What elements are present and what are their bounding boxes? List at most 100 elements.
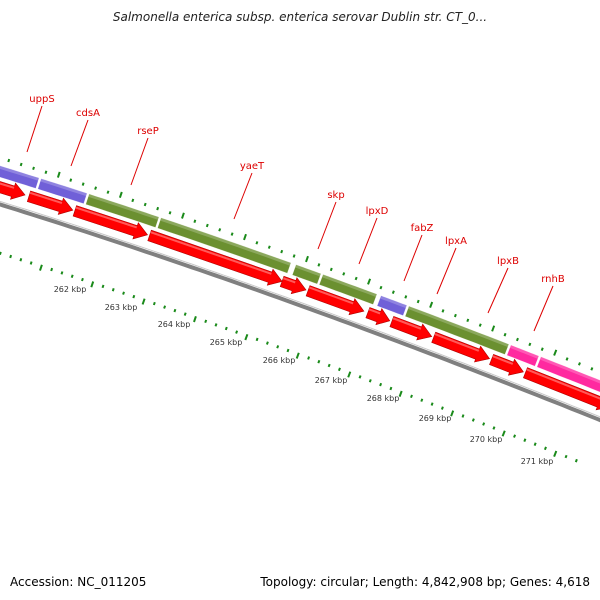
- scale-label-layer: 262 kbp 263 kbp 264 kbp 265 kbp 266 kbp 267 k…: [54, 285, 554, 466]
- scale-major-tick: [90, 281, 95, 288]
- scale-minor-tick: [0, 251, 2, 256]
- scale-major-tick: [347, 371, 352, 378]
- scale-minor-tick: [214, 323, 218, 327]
- scale-minor-tick: [122, 291, 125, 295]
- scale-major-tick: [39, 264, 43, 271]
- minor-tick: [7, 158, 11, 163]
- gene-label-lpxD: lpxD: [366, 206, 389, 217]
- gene-arrow: [26, 190, 74, 215]
- minor-tick: [354, 276, 358, 281]
- gene-arrow-highlight: [492, 355, 514, 365]
- gene-arrow: [72, 205, 149, 240]
- scale-minor-tick: [430, 402, 434, 406]
- cog-feature-highlight: [160, 217, 291, 266]
- minor-tick: [540, 347, 544, 351]
- gene-arrow-highlight: [392, 317, 422, 330]
- backbone-layer: [0, 200, 600, 423]
- scale-minor-tick: [307, 356, 311, 360]
- scale-label: 271 kbp: [521, 457, 554, 466]
- major-tick: [181, 212, 185, 219]
- gene-label-rnhB: rnhB: [541, 274, 565, 285]
- gene-label-layer: uppS cdsA rseP yaeT skp lpxD fabZ lpxA lpxB rnhB: [26, 94, 565, 332]
- minor-tick: [515, 337, 519, 342]
- scale-minor-tick: [19, 258, 23, 262]
- gene-arrow-highlight: [282, 277, 296, 284]
- minor-tick: [416, 299, 420, 304]
- cog-feature-highlight: [379, 295, 407, 309]
- gene-label-leader-line: [436, 247, 457, 295]
- gene-arrow-highlight: [308, 286, 354, 305]
- scale-minor-tick: [101, 284, 105, 289]
- scale-minor-tick: [317, 359, 321, 364]
- cog-feature-segment: [291, 264, 322, 285]
- scale-major-tick: [193, 315, 197, 323]
- gene-label-leader-line: [26, 105, 43, 153]
- scale-minor-tick: [368, 379, 372, 383]
- major-tick: [491, 325, 496, 332]
- genome-summary: Topology: circular; Length: 4,842,908 bp…: [260, 575, 590, 589]
- cog-feature-track: [0, 165, 600, 393]
- scale-minor-tick: [286, 348, 290, 353]
- scale-minor-tick: [265, 341, 269, 345]
- scale-minor-tick: [235, 330, 239, 334]
- scale-minor-tick: [523, 438, 527, 442]
- scale-minor-tick: [29, 261, 33, 265]
- cog-feature-highlight: [509, 345, 539, 359]
- minor-tick: [267, 245, 271, 249]
- minor-tick: [218, 228, 222, 232]
- scale-major-tick: [244, 333, 249, 341]
- major-tick: [118, 191, 123, 199]
- minor-tick: [565, 357, 569, 361]
- gene-arrow-highlight: [150, 231, 272, 275]
- scale-minor-tick: [337, 367, 341, 372]
- map-title: Salmonella enterica subsp. enterica sero…: [112, 10, 488, 24]
- scale-minor-tick: [173, 308, 177, 313]
- gene-arrow: [365, 307, 391, 326]
- gene-arrow-highlight: [75, 206, 137, 229]
- minor-tick: [205, 223, 209, 228]
- scale-minor-tick: [420, 398, 424, 402]
- minor-tick: [81, 182, 85, 186]
- scale-label: 263 kbp: [105, 303, 138, 312]
- scale-major-tick: [553, 450, 558, 457]
- scale-minor-tick: [543, 446, 547, 451]
- cog-feature-segment: [157, 217, 292, 274]
- gene-label-leader-line: [130, 137, 149, 186]
- scale-label: 262 kbp: [54, 285, 87, 294]
- scale-minor-tick: [276, 345, 280, 349]
- cog-feature-highlight: [88, 193, 159, 220]
- minor-tick: [44, 170, 48, 174]
- minor-tick: [106, 190, 110, 194]
- minor-tick: [317, 263, 321, 267]
- minor-tick: [280, 249, 284, 254]
- minor-tick: [230, 232, 234, 236]
- scale-minor-tick: [152, 301, 156, 306]
- scale-label: 267 kbp: [315, 376, 348, 385]
- gene-label-uppS: uppS: [29, 94, 54, 105]
- gene-label-fabZ: fabZ: [411, 223, 434, 234]
- minor-tick: [32, 166, 35, 171]
- major-tick: [367, 278, 372, 285]
- gene-label-leader-line: [533, 285, 554, 332]
- minor-tick: [391, 290, 395, 294]
- gene-label-leader-line: [403, 234, 423, 282]
- gene-arrow: [389, 316, 433, 341]
- minor-tick: [255, 241, 259, 245]
- minor-tick: [342, 272, 346, 276]
- scale-minor-tick: [533, 442, 537, 446]
- scale-minor-tick: [492, 426, 496, 430]
- minor-tick: [379, 285, 383, 290]
- scale-minor-tick: [358, 375, 362, 379]
- gene-arrow-track: [0, 181, 600, 411]
- minor-tick: [19, 162, 23, 167]
- gene-arrow: [147, 229, 283, 286]
- gene-label-leader-line: [358, 217, 378, 265]
- minor-tick: [292, 254, 296, 258]
- cog-feature-highlight: [295, 264, 321, 277]
- scale-minor-tick: [183, 312, 187, 316]
- scale-minor-tick: [327, 363, 331, 368]
- scale-minor-tick: [564, 454, 568, 459]
- minor-tick: [503, 332, 507, 337]
- minor-tick: [193, 219, 197, 223]
- scale-major-tick: [398, 390, 403, 397]
